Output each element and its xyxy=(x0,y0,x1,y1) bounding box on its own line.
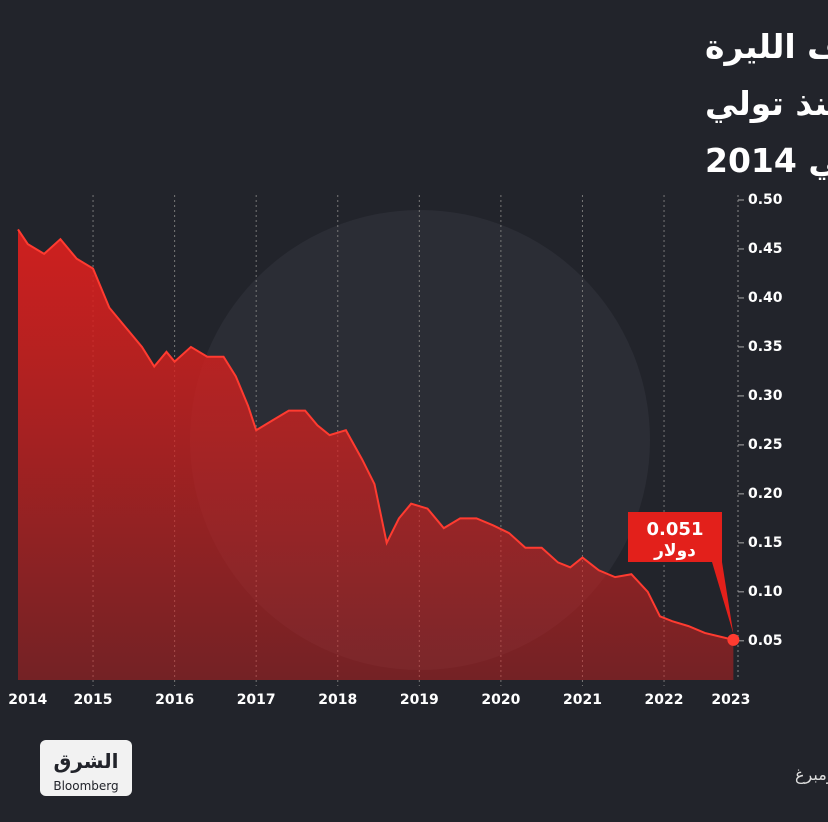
logo-box xyxy=(40,740,132,796)
area xyxy=(18,229,734,680)
x-tick-label: 2022 xyxy=(645,692,684,708)
y-tick-label: 0.35 xyxy=(748,339,783,355)
x-tick-label: 2018 xyxy=(318,692,357,708)
y-tick-label: 0.40 xyxy=(748,290,783,306)
y-tick-label: 0.25 xyxy=(748,437,783,453)
y-tick-label: 0.15 xyxy=(748,535,783,551)
x-tick-label: 2016 xyxy=(155,692,194,708)
source: المصدر: بلومبرغ xyxy=(795,765,828,785)
x-tick-label: 2023 xyxy=(711,692,750,708)
chart-title: التركية أمام الدولار منذ تولي xyxy=(705,82,828,124)
x-tick-label: 2020 xyxy=(481,692,520,708)
y-tick-label: 0.05 xyxy=(748,633,783,649)
callout xyxy=(628,512,734,634)
annotation-unit: دولار xyxy=(653,541,696,561)
x-tick-label: 2015 xyxy=(74,692,113,708)
x-tick-label: 2014 xyxy=(8,692,47,708)
logo-name: الشرق xyxy=(53,749,118,773)
annotation-value: 0.051 xyxy=(647,519,704,540)
x-tick-label: 2021 xyxy=(563,692,602,708)
y-tick-label: 0.10 xyxy=(748,584,783,600)
line xyxy=(17,228,734,641)
x-tick-label: 2019 xyxy=(400,692,439,708)
x-tick-label: 2017 xyxy=(237,692,276,708)
end-point xyxy=(727,633,740,646)
chart-title: 89% تراجعا في سعر صرف الليرة xyxy=(705,27,828,67)
y-tick-label: 0.30 xyxy=(748,388,783,404)
y-tick-label: 0.20 xyxy=(748,486,783,502)
chart-title: أردوغان الرئاسة في 2014 xyxy=(705,139,828,181)
logo-sub: Bloomberg xyxy=(53,779,118,793)
y-tick-label: 0.50 xyxy=(748,192,783,208)
y-tick-label: 0.45 xyxy=(748,241,783,257)
